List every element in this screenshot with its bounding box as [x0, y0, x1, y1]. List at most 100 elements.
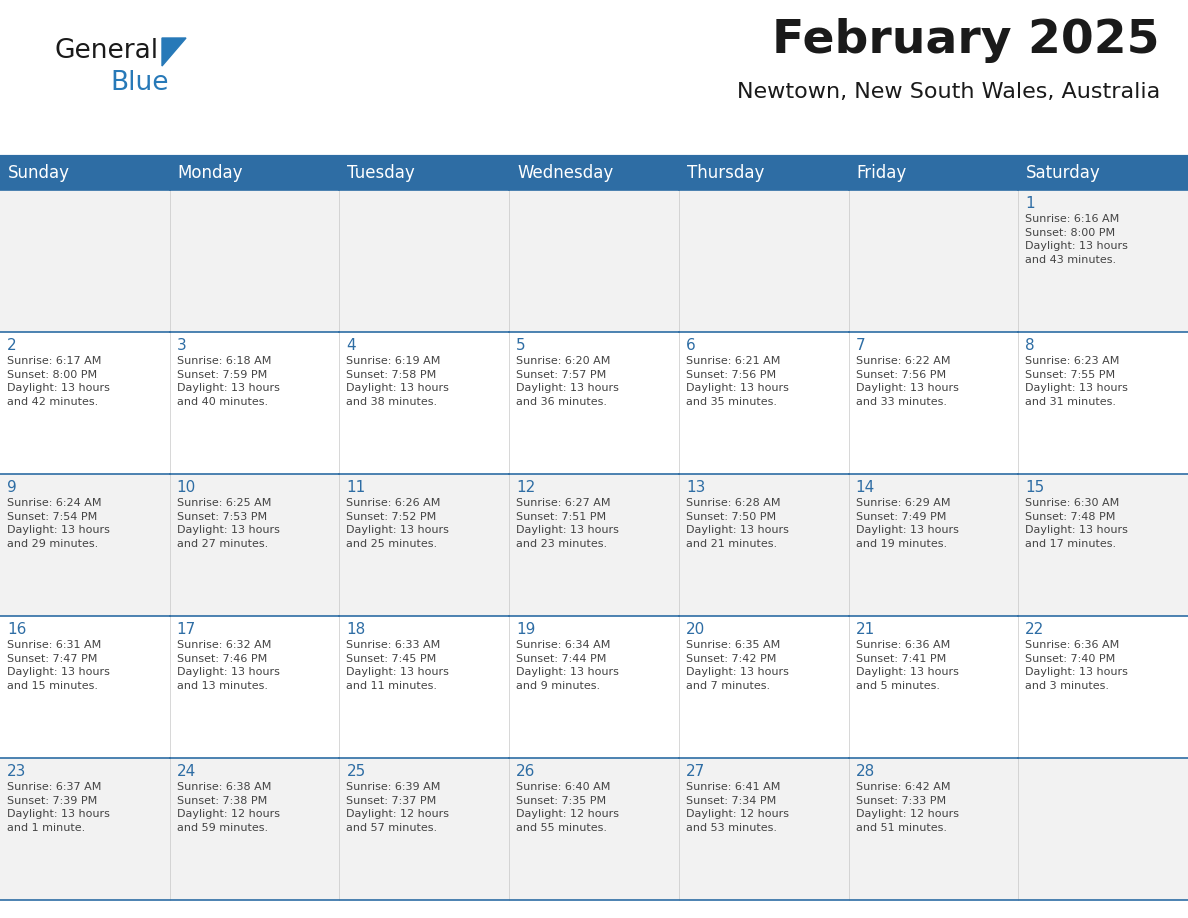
Text: Thursday: Thursday [687, 164, 764, 183]
Text: Sunrise: 6:37 AM
Sunset: 7:39 PM
Daylight: 13 hours
and 1 minute.: Sunrise: 6:37 AM Sunset: 7:39 PM Dayligh… [7, 782, 109, 833]
Text: 2: 2 [7, 338, 17, 353]
Text: Sunrise: 6:33 AM
Sunset: 7:45 PM
Daylight: 13 hours
and 11 minutes.: Sunrise: 6:33 AM Sunset: 7:45 PM Dayligh… [347, 640, 449, 691]
Bar [510, 758, 678, 900]
Bar [0, 332, 170, 474]
Bar [340, 332, 510, 474]
Text: 22: 22 [1025, 622, 1044, 637]
Text: Sunday: Sunday [8, 164, 70, 183]
Text: Sunrise: 6:35 AM
Sunset: 7:42 PM
Daylight: 13 hours
and 7 minutes.: Sunrise: 6:35 AM Sunset: 7:42 PM Dayligh… [685, 640, 789, 691]
Bar [678, 190, 848, 332]
Text: 14: 14 [855, 480, 874, 495]
Text: Sunrise: 6:36 AM
Sunset: 7:41 PM
Daylight: 13 hours
and 5 minutes.: Sunrise: 6:36 AM Sunset: 7:41 PM Dayligh… [855, 640, 959, 691]
Text: 9: 9 [7, 480, 17, 495]
Bar [340, 190, 510, 332]
Text: 6: 6 [685, 338, 696, 353]
Polygon shape [162, 38, 187, 66]
Bar [170, 190, 340, 332]
Text: Sunrise: 6:22 AM
Sunset: 7:56 PM
Daylight: 13 hours
and 33 minutes.: Sunrise: 6:22 AM Sunset: 7:56 PM Dayligh… [855, 356, 959, 407]
Text: Sunrise: 6:20 AM
Sunset: 7:57 PM
Daylight: 13 hours
and 36 minutes.: Sunrise: 6:20 AM Sunset: 7:57 PM Dayligh… [516, 356, 619, 407]
Text: Blue: Blue [110, 70, 169, 96]
Text: Saturday: Saturday [1026, 164, 1101, 183]
Bar [848, 616, 1018, 758]
Text: 24: 24 [177, 764, 196, 779]
Text: Sunrise: 6:30 AM
Sunset: 7:48 PM
Daylight: 13 hours
and 17 minutes.: Sunrise: 6:30 AM Sunset: 7:48 PM Dayligh… [1025, 498, 1129, 549]
Text: Newtown, New South Wales, Australia: Newtown, New South Wales, Australia [737, 82, 1159, 102]
Bar [340, 616, 510, 758]
Bar [0, 474, 170, 616]
Bar [510, 332, 678, 474]
Bar [1018, 332, 1188, 474]
Text: 5: 5 [516, 338, 526, 353]
Bar [678, 758, 848, 900]
Text: Sunrise: 6:36 AM
Sunset: 7:40 PM
Daylight: 13 hours
and 3 minutes.: Sunrise: 6:36 AM Sunset: 7:40 PM Dayligh… [1025, 640, 1129, 691]
Bar [510, 616, 678, 758]
Bar [510, 474, 678, 616]
Text: 13: 13 [685, 480, 706, 495]
Bar [1018, 474, 1188, 616]
Bar [848, 332, 1018, 474]
Text: Sunrise: 6:31 AM
Sunset: 7:47 PM
Daylight: 13 hours
and 15 minutes.: Sunrise: 6:31 AM Sunset: 7:47 PM Dayligh… [7, 640, 109, 691]
Text: 25: 25 [347, 764, 366, 779]
Text: 17: 17 [177, 622, 196, 637]
Text: 8: 8 [1025, 338, 1035, 353]
Text: Sunrise: 6:38 AM
Sunset: 7:38 PM
Daylight: 12 hours
and 59 minutes.: Sunrise: 6:38 AM Sunset: 7:38 PM Dayligh… [177, 782, 279, 833]
Text: Sunrise: 6:25 AM
Sunset: 7:53 PM
Daylight: 13 hours
and 27 minutes.: Sunrise: 6:25 AM Sunset: 7:53 PM Dayligh… [177, 498, 279, 549]
Text: Tuesday: Tuesday [347, 164, 415, 183]
Text: Sunrise: 6:24 AM
Sunset: 7:54 PM
Daylight: 13 hours
and 29 minutes.: Sunrise: 6:24 AM Sunset: 7:54 PM Dayligh… [7, 498, 109, 549]
Text: Sunrise: 6:32 AM
Sunset: 7:46 PM
Daylight: 13 hours
and 13 minutes.: Sunrise: 6:32 AM Sunset: 7:46 PM Dayligh… [177, 640, 279, 691]
Text: Sunrise: 6:28 AM
Sunset: 7:50 PM
Daylight: 13 hours
and 21 minutes.: Sunrise: 6:28 AM Sunset: 7:50 PM Dayligh… [685, 498, 789, 549]
Text: 3: 3 [177, 338, 187, 353]
Bar [0, 157, 1188, 190]
Text: 12: 12 [516, 480, 536, 495]
Text: February 2025: February 2025 [772, 18, 1159, 63]
Text: Sunrise: 6:40 AM
Sunset: 7:35 PM
Daylight: 12 hours
and 55 minutes.: Sunrise: 6:40 AM Sunset: 7:35 PM Dayligh… [516, 782, 619, 833]
Bar [1018, 190, 1188, 332]
Text: Sunrise: 6:19 AM
Sunset: 7:58 PM
Daylight: 13 hours
and 38 minutes.: Sunrise: 6:19 AM Sunset: 7:58 PM Dayligh… [347, 356, 449, 407]
Text: Monday: Monday [178, 164, 244, 183]
Bar [340, 758, 510, 900]
Bar [170, 332, 340, 474]
Text: 11: 11 [347, 480, 366, 495]
Bar [678, 616, 848, 758]
Text: Sunrise: 6:39 AM
Sunset: 7:37 PM
Daylight: 12 hours
and 57 minutes.: Sunrise: 6:39 AM Sunset: 7:37 PM Dayligh… [347, 782, 449, 833]
Text: 10: 10 [177, 480, 196, 495]
Text: 27: 27 [685, 764, 706, 779]
Text: Sunrise: 6:29 AM
Sunset: 7:49 PM
Daylight: 13 hours
and 19 minutes.: Sunrise: 6:29 AM Sunset: 7:49 PM Dayligh… [855, 498, 959, 549]
Text: 1: 1 [1025, 196, 1035, 211]
Bar [848, 190, 1018, 332]
Bar [678, 332, 848, 474]
Bar [170, 758, 340, 900]
Text: Friday: Friday [857, 164, 906, 183]
Text: 28: 28 [855, 764, 874, 779]
Text: 21: 21 [855, 622, 874, 637]
Bar [0, 190, 170, 332]
Bar [848, 758, 1018, 900]
Bar [340, 474, 510, 616]
Bar [848, 474, 1018, 616]
Text: Sunrise: 6:27 AM
Sunset: 7:51 PM
Daylight: 13 hours
and 23 minutes.: Sunrise: 6:27 AM Sunset: 7:51 PM Dayligh… [516, 498, 619, 549]
Bar [510, 190, 678, 332]
Text: 15: 15 [1025, 480, 1044, 495]
Text: General: General [55, 38, 159, 64]
Text: Sunrise: 6:42 AM
Sunset: 7:33 PM
Daylight: 12 hours
and 51 minutes.: Sunrise: 6:42 AM Sunset: 7:33 PM Dayligh… [855, 782, 959, 833]
Bar [170, 474, 340, 616]
Text: Wednesday: Wednesday [517, 164, 613, 183]
Text: Sunrise: 6:26 AM
Sunset: 7:52 PM
Daylight: 13 hours
and 25 minutes.: Sunrise: 6:26 AM Sunset: 7:52 PM Dayligh… [347, 498, 449, 549]
Text: Sunrise: 6:23 AM
Sunset: 7:55 PM
Daylight: 13 hours
and 31 minutes.: Sunrise: 6:23 AM Sunset: 7:55 PM Dayligh… [1025, 356, 1129, 407]
Bar [1018, 616, 1188, 758]
Text: 20: 20 [685, 622, 706, 637]
Text: 19: 19 [516, 622, 536, 637]
Text: Sunrise: 6:17 AM
Sunset: 8:00 PM
Daylight: 13 hours
and 42 minutes.: Sunrise: 6:17 AM Sunset: 8:00 PM Dayligh… [7, 356, 109, 407]
Text: Sunrise: 6:18 AM
Sunset: 7:59 PM
Daylight: 13 hours
and 40 minutes.: Sunrise: 6:18 AM Sunset: 7:59 PM Dayligh… [177, 356, 279, 407]
Text: 18: 18 [347, 622, 366, 637]
Text: 7: 7 [855, 338, 865, 353]
Bar [1018, 758, 1188, 900]
Text: Sunrise: 6:21 AM
Sunset: 7:56 PM
Daylight: 13 hours
and 35 minutes.: Sunrise: 6:21 AM Sunset: 7:56 PM Dayligh… [685, 356, 789, 407]
Bar [170, 616, 340, 758]
Text: Sunrise: 6:16 AM
Sunset: 8:00 PM
Daylight: 13 hours
and 43 minutes.: Sunrise: 6:16 AM Sunset: 8:00 PM Dayligh… [1025, 214, 1129, 264]
Bar [0, 758, 170, 900]
Text: 4: 4 [347, 338, 356, 353]
Text: Sunrise: 6:34 AM
Sunset: 7:44 PM
Daylight: 13 hours
and 9 minutes.: Sunrise: 6:34 AM Sunset: 7:44 PM Dayligh… [516, 640, 619, 691]
Text: 26: 26 [516, 764, 536, 779]
Text: Sunrise: 6:41 AM
Sunset: 7:34 PM
Daylight: 12 hours
and 53 minutes.: Sunrise: 6:41 AM Sunset: 7:34 PM Dayligh… [685, 782, 789, 833]
